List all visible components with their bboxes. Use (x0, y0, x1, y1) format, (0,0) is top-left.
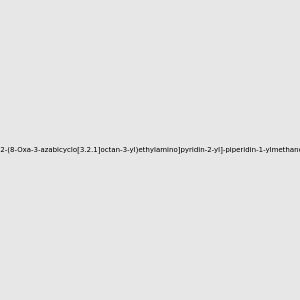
Text: [4-[2-(8-Oxa-3-azabicyclo[3.2.1]octan-3-yl)ethylamino]pyridin-2-yl]-piperidin-1-: [4-[2-(8-Oxa-3-azabicyclo[3.2.1]octan-3-… (0, 147, 300, 153)
